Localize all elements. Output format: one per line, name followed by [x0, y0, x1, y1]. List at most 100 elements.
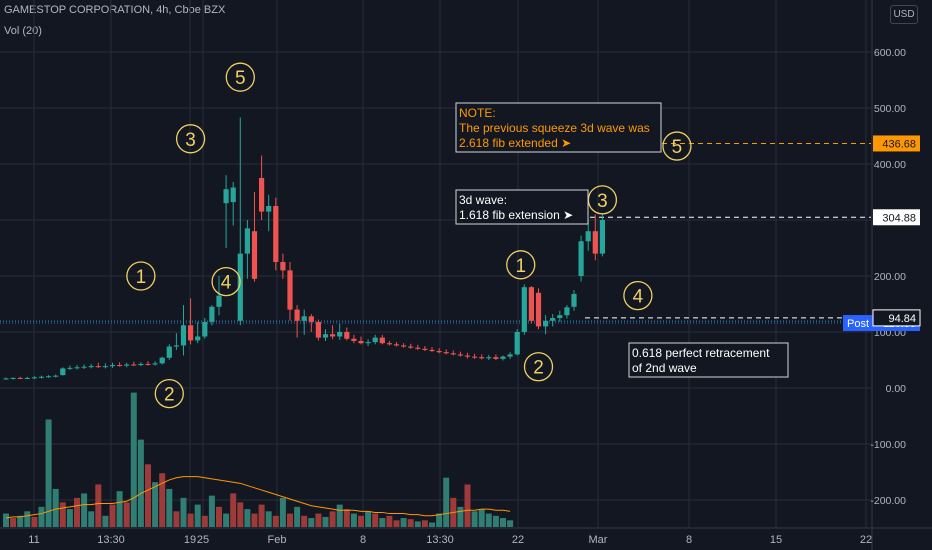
candle-body [578, 241, 584, 276]
target-price-label: 436.68 [882, 138, 916, 150]
fib-note-text: 2.618 fib extended ➤ [459, 136, 571, 150]
candle-body [166, 346, 172, 358]
candle [124, 362, 130, 368]
extension-note-text: 1.618 fib extension ➤ [459, 208, 573, 222]
candle-body [528, 287, 534, 321]
candle-body [287, 270, 293, 310]
volume-bar [343, 509, 350, 527]
candle-body [330, 334, 336, 337]
candle [301, 309, 307, 335]
volume-bar [159, 473, 166, 527]
candle [436, 348, 442, 354]
candle [53, 374, 59, 378]
candle [152, 361, 158, 366]
candle-body [351, 338, 357, 341]
wave-label-circle [662, 131, 692, 161]
candle-body [237, 253, 243, 321]
wave-label: 4 [221, 273, 232, 294]
y-tick-label: 600.00 [874, 47, 906, 59]
wave-label-circle [623, 280, 653, 311]
wave-label: 1 [515, 256, 526, 277]
chart-title: GAMESTOP CORPORATION, 4h, Cboe BZX [4, 4, 226, 16]
candle-body [386, 343, 392, 345]
extension-note-box [455, 189, 589, 225]
volume-bar [308, 518, 315, 527]
candle-body [145, 363, 151, 365]
candle-body [337, 332, 343, 337]
x-tick-label: 13:30 [426, 534, 454, 546]
candle [514, 329, 520, 356]
candle-body [372, 337, 378, 343]
y-tick-label: -200.00 [870, 495, 906, 507]
candle-body [379, 337, 385, 344]
volume-bar [31, 516, 38, 527]
candle [457, 351, 463, 357]
candle [131, 361, 137, 367]
candle-body [273, 206, 279, 262]
candle [372, 334, 378, 345]
candle-body [60, 368, 66, 376]
candle [46, 375, 52, 378]
candle [521, 284, 527, 335]
candle [500, 355, 506, 361]
candle [443, 349, 449, 355]
volume-bar [265, 511, 272, 527]
candle [109, 362, 116, 368]
candle-body [585, 231, 591, 242]
candle [585, 220, 591, 251]
candle [550, 314, 556, 327]
volume-indicator-label[interactable]: Vol (20) [4, 25, 42, 37]
candle-body [53, 375, 59, 377]
candle-body [358, 340, 364, 344]
candle-body [592, 231, 598, 254]
wave-label: 2 [533, 358, 544, 379]
x-tick-label: 22 [512, 534, 524, 546]
volume-bar [152, 482, 159, 527]
x-tick-label: 11 [28, 534, 39, 546]
volume-bar [66, 509, 73, 527]
x-tick-label: 13:30 [97, 534, 125, 546]
candle [237, 117, 243, 326]
candle-body [571, 293, 577, 307]
volume-bar [478, 509, 485, 527]
candle-body [308, 316, 314, 322]
candle [195, 321, 201, 344]
candle [479, 354, 485, 360]
candle [280, 253, 286, 279]
candle [216, 276, 222, 316]
currency-button[interactable]: USD [890, 5, 918, 24]
target-price-badge [873, 135, 920, 152]
candle [464, 352, 471, 359]
y-tick-label: 500.00 [874, 103, 906, 115]
candle-body [95, 366, 101, 368]
candle [528, 286, 534, 324]
volume-bar [500, 518, 506, 527]
candle [386, 340, 392, 346]
candle [60, 367, 66, 376]
volume-bar [379, 518, 386, 527]
candle [337, 323, 343, 340]
volume-bar [279, 497, 286, 527]
volume-bar [386, 515, 393, 527]
volume-bar [315, 513, 322, 527]
candle-body [557, 315, 563, 318]
candle-body [493, 357, 499, 359]
wave-label-circle [523, 352, 554, 382]
candle [408, 343, 414, 349]
candle-body [38, 376, 45, 378]
wave-label-circle [126, 261, 156, 291]
wave-label-circle [175, 124, 206, 154]
candle [564, 305, 570, 319]
candle [223, 175, 229, 248]
volume-bar [400, 518, 407, 527]
candle-body [31, 377, 37, 379]
candle-body [599, 220, 605, 254]
wave-label: 2 [164, 385, 175, 406]
candle-body [195, 336, 201, 341]
x-tick-label: 19 [184, 534, 196, 546]
candle [358, 336, 364, 345]
candle [578, 235, 584, 282]
volume-bar [45, 419, 52, 527]
candle [379, 334, 385, 345]
